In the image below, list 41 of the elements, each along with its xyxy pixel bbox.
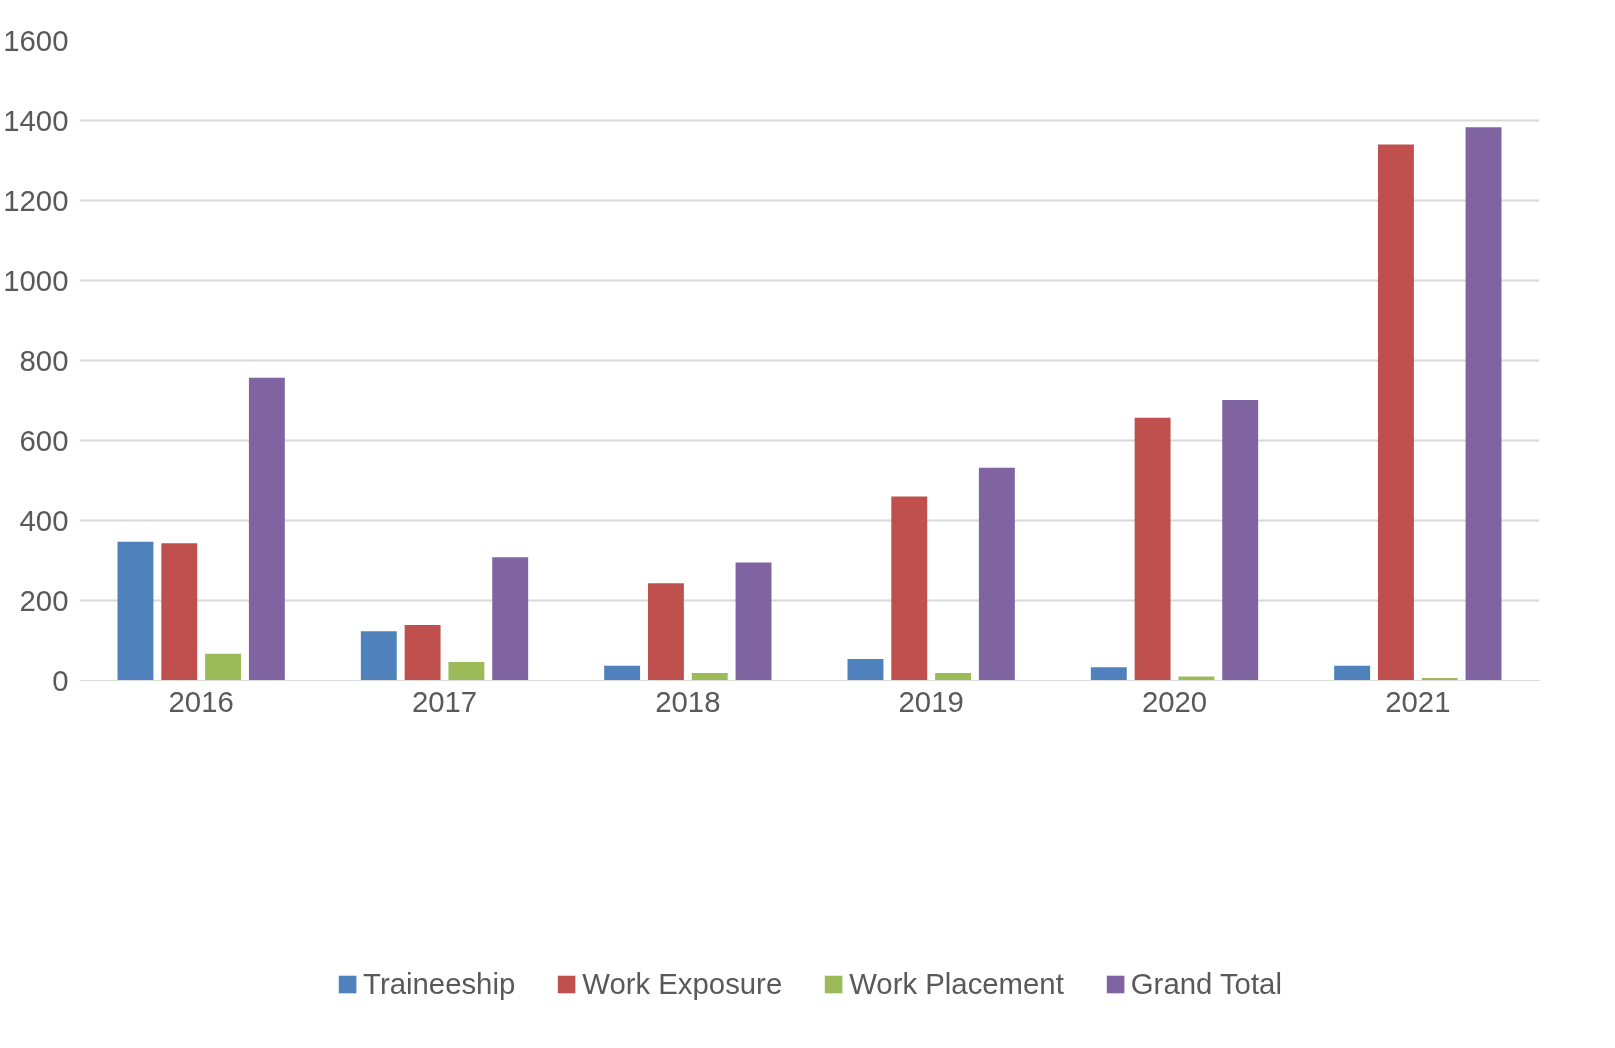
- bar: [492, 557, 529, 681]
- bar: [847, 658, 884, 681]
- bar: [735, 562, 772, 681]
- legend-label: Grand Total: [1130, 967, 1282, 1001]
- y-tick-label: 1200: [3, 183, 69, 217]
- x-tick-label: 2017: [411, 684, 478, 718]
- legend-label: Work Exposure: [582, 967, 783, 1001]
- legend-label: Traineeship: [363, 967, 516, 1001]
- x-tick-label: 2018: [655, 684, 721, 718]
- y-tick-label: 800: [19, 343, 69, 377]
- bar: [1090, 667, 1127, 681]
- bar: [1222, 400, 1259, 681]
- x-tick-label: 2021: [1385, 684, 1451, 718]
- x-tick-label: 2020: [1141, 684, 1208, 718]
- bar: [1377, 144, 1414, 681]
- bar: [248, 377, 285, 681]
- bar: [691, 672, 728, 681]
- legend-label: Work Placement: [849, 967, 1064, 1001]
- bar: [448, 662, 485, 681]
- bar: [604, 665, 641, 681]
- bar: [1465, 127, 1502, 681]
- y-tick-label: 1000: [3, 263, 69, 297]
- bar: [647, 583, 684, 681]
- bar: [1134, 417, 1171, 681]
- bar: [360, 631, 397, 681]
- bar: [935, 672, 972, 681]
- x-tick-label: 2016: [168, 684, 234, 718]
- bar: [1334, 665, 1371, 681]
- y-tick-label: 0: [52, 663, 69, 697]
- bar: [205, 653, 242, 681]
- bar: [117, 541, 154, 681]
- x-tick-label: 2019: [898, 684, 964, 718]
- bar: [161, 543, 198, 681]
- y-tick-label: 200: [19, 583, 69, 617]
- y-tick-label: 1600: [3, 23, 69, 57]
- bar: [891, 496, 928, 681]
- bar: [978, 467, 1015, 681]
- bar: [404, 624, 441, 681]
- y-tick-label: 400: [19, 503, 69, 537]
- y-tick-label: 1400: [3, 103, 69, 137]
- y-tick-label: 600: [19, 423, 69, 457]
